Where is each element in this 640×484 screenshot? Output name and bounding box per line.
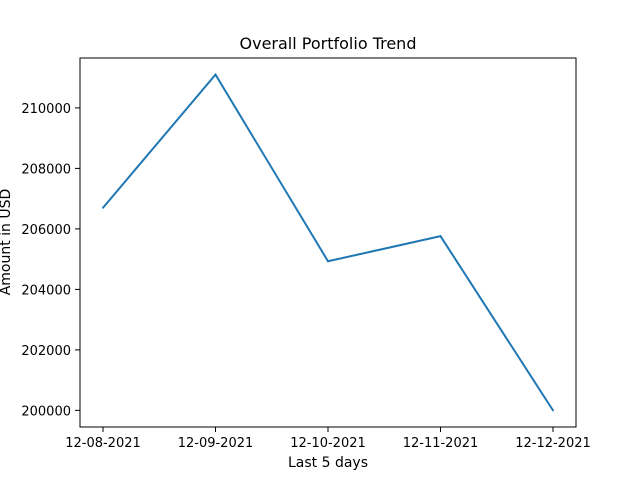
data-point — [214, 73, 217, 76]
x-tick-label: 12-12-2021 — [515, 436, 591, 451]
data-point — [102, 206, 104, 209]
y-tick-label: 208000 — [21, 162, 71, 177]
y-tick-label: 200000 — [21, 404, 71, 419]
x-tick-label: 12-08-2021 — [65, 436, 141, 451]
y-tick-label: 206000 — [21, 223, 71, 238]
data-point — [327, 260, 329, 263]
x-tick-label: 12-11-2021 — [403, 436, 479, 451]
data-point — [552, 409, 554, 412]
x-axis-label: Last 5 days — [288, 455, 368, 471]
x-tick-label: 12-09-2021 — [178, 436, 254, 451]
x-tick-label: 12-10-2021 — [290, 436, 366, 451]
x-axis: 12-08-2021 12-09-2021 12-10-2021 12-11-2021… — [65, 427, 591, 451]
data-point — [439, 235, 442, 238]
chart-title: Overall Portfolio Trend — [240, 34, 417, 53]
y-tick-label: 204000 — [21, 283, 71, 298]
y-tick-label: 202000 — [21, 344, 71, 359]
y-tick-label: 210000 — [21, 102, 71, 117]
plot-area — [102, 72, 554, 412]
y-axis: 200000 202000 204000 206000 208000 210000 — [21, 102, 80, 419]
y-axis-label: Amount in USD — [0, 189, 14, 296]
